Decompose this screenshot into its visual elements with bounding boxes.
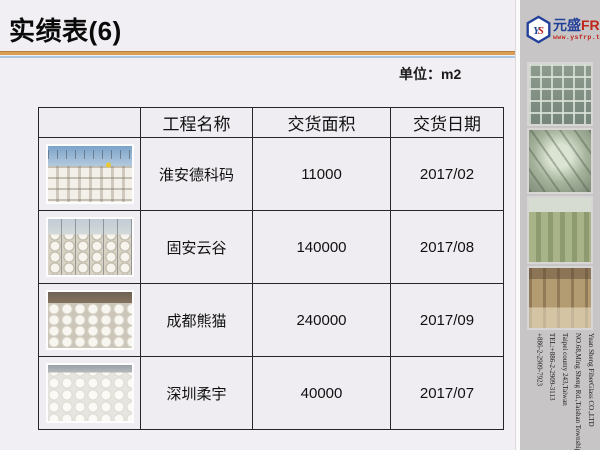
table-row: 固安云谷 140000 2017/08 xyxy=(38,210,504,284)
delivery-date-cell: 2017/07 xyxy=(390,356,504,430)
photo-cell xyxy=(38,210,141,284)
sidebar-photo-ceiling-structure xyxy=(527,62,593,126)
company-logo: YS 元盛FRP www.ysfrp.tw xyxy=(525,15,600,44)
company-sidebar: YS 元盛FRP www.ysfrp.tw Yuan Sheng FiberGl… xyxy=(520,0,600,450)
title-divider-orange xyxy=(0,51,516,55)
sidebar-photo-tank-dome xyxy=(527,128,593,194)
delivery-area-cell: 140000 xyxy=(252,210,391,284)
delivery-date-cell: 2017/08 xyxy=(390,210,504,284)
brand-name-cn: 元盛 xyxy=(553,19,581,34)
header-delivery-date: 交货日期 xyxy=(390,107,504,138)
delivery-area-cell: 240000 xyxy=(252,283,391,357)
slide-title: 实绩表(6) xyxy=(9,16,122,46)
company-website: www.ysfrp.tw xyxy=(553,34,600,41)
company-tel1: TEL:+886-2-2909-3113 xyxy=(548,333,557,401)
brand-text-block: 元盛FRP www.ysfrp.tw xyxy=(553,17,600,42)
title-divider-blue xyxy=(0,56,516,58)
project-photo-rooftop-tanks xyxy=(45,144,134,204)
project-photo-indoor-drums xyxy=(45,363,134,423)
photo-cell xyxy=(38,283,141,357)
company-name: Yuan Sheng FiberGlass CO.,LTD xyxy=(587,333,595,427)
table-row: 深圳柔宇 40000 2017/07 xyxy=(38,356,504,430)
project-name-cell: 深圳柔宇 xyxy=(140,356,253,430)
ys-hexagon-icon: YS xyxy=(526,15,551,44)
delivery-date-cell: 2017/02 xyxy=(390,137,504,211)
header-delivery-area: 交货面积 xyxy=(252,107,391,138)
header-project-name: 工程名称 xyxy=(140,107,253,138)
performance-table: 工程名称 交货面积 交货日期 淮安德科码 11000 2017/02 固安云谷 … xyxy=(38,107,504,430)
slide-main-area: 实绩表(6) 单位：m2 工程名称 交货面积 交货日期 淮安德科码 11000 … xyxy=(0,16,516,430)
project-name-cell: 成都熊猫 xyxy=(140,283,253,357)
photo-cell xyxy=(38,356,141,430)
brand-name-en: FRP xyxy=(581,17,600,33)
company-tel2: +886-2-2909-7923 xyxy=(535,333,544,386)
company-address-line2: Taipei county 243,Taiwan xyxy=(561,333,570,406)
sidebar-photo-factory-interior xyxy=(527,266,593,330)
header-photo-column xyxy=(38,107,141,138)
company-info: Yuan Sheng FiberGlass CO.,LTD NO.68,Ming… xyxy=(525,333,597,450)
main-sidebar-divider xyxy=(515,0,521,450)
delivery-date-cell: 2017/09 xyxy=(390,283,504,357)
project-photo-white-drums xyxy=(45,290,134,350)
unit-label: 单位：m2 xyxy=(399,66,462,82)
delivery-area-cell: 40000 xyxy=(252,356,391,430)
delivery-area-cell: 11000 xyxy=(252,137,391,211)
project-photo-pipes-cranes xyxy=(45,217,134,277)
company-address-line1: NO.68,Ming Sheng Rd.,Taishan Township; xyxy=(574,333,583,450)
table-row: 淮安德科码 11000 2017/02 xyxy=(38,137,504,211)
project-name-cell: 固安云谷 xyxy=(140,210,253,284)
sidebar-photo-green-tanks xyxy=(527,196,593,264)
brand-name: 元盛FRP xyxy=(553,17,600,35)
svg-text:YS: YS xyxy=(533,25,544,37)
table-row: 成都熊猫 240000 2017/09 xyxy=(38,283,504,357)
table-header-row: 工程名称 交货面积 交货日期 xyxy=(38,107,504,138)
photo-cell xyxy=(38,137,141,211)
project-name-cell: 淮安德科码 xyxy=(140,137,253,211)
